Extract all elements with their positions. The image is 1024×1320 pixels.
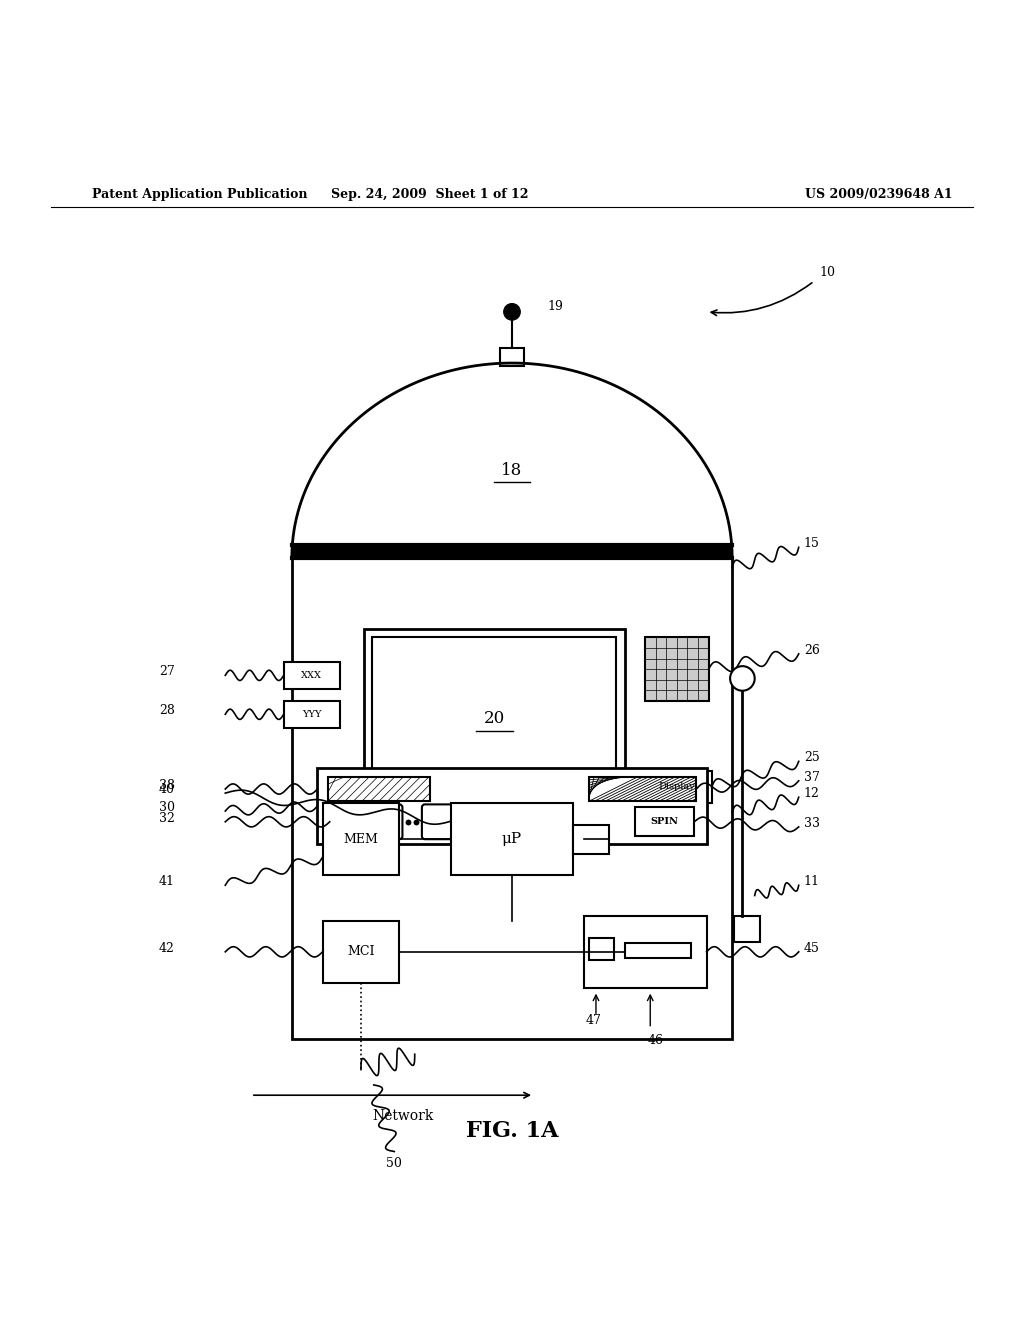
Text: 32: 32 <box>159 812 175 825</box>
FancyBboxPatch shape <box>327 804 361 840</box>
Text: 26: 26 <box>804 644 820 657</box>
Text: 27: 27 <box>159 665 174 678</box>
Text: 46: 46 <box>647 1034 664 1047</box>
Text: 42: 42 <box>159 942 175 954</box>
Bar <box>284 701 340 727</box>
Text: 37: 37 <box>804 771 820 784</box>
Text: 28: 28 <box>159 705 175 717</box>
Text: Network: Network <box>372 1109 433 1123</box>
Text: 45: 45 <box>804 942 820 954</box>
Text: SPIN: SPIN <box>650 817 679 826</box>
Text: 50: 50 <box>386 1156 402 1170</box>
Text: MCI: MCI <box>347 945 375 958</box>
Text: 15: 15 <box>804 537 820 550</box>
Text: Patent Application Publication: Patent Application Publication <box>92 187 307 201</box>
FancyBboxPatch shape <box>463 804 498 840</box>
Bar <box>734 916 760 941</box>
Text: 30: 30 <box>159 801 175 814</box>
Text: 41: 41 <box>159 875 175 888</box>
Text: FIG. 1A: FIG. 1A <box>466 1121 558 1142</box>
Bar <box>323 804 399 875</box>
Text: 33: 33 <box>804 817 820 830</box>
Bar <box>372 638 616 800</box>
Bar <box>292 545 732 557</box>
Bar <box>364 630 625 808</box>
Bar <box>323 921 399 982</box>
Text: 11: 11 <box>804 875 820 888</box>
Text: 18: 18 <box>502 462 522 479</box>
Bar <box>645 638 709 701</box>
Text: 25: 25 <box>804 751 819 764</box>
Circle shape <box>730 667 755 690</box>
Bar <box>642 771 712 804</box>
Text: 10: 10 <box>819 267 836 279</box>
Text: 20: 20 <box>483 710 505 727</box>
Bar <box>589 776 696 801</box>
Text: 19: 19 <box>548 300 564 313</box>
FancyBboxPatch shape <box>422 804 457 840</box>
Bar <box>451 804 573 875</box>
Text: μP: μP <box>502 832 522 846</box>
Text: 38: 38 <box>159 779 175 792</box>
Bar <box>584 916 707 987</box>
Bar <box>328 776 430 801</box>
Bar <box>589 937 614 960</box>
Text: 12: 12 <box>804 787 820 800</box>
Text: XXX: XXX <box>301 671 323 680</box>
Bar <box>500 347 524 366</box>
Bar <box>635 808 694 836</box>
Text: US 2009/0239648 A1: US 2009/0239648 A1 <box>805 187 952 201</box>
Bar <box>317 767 707 845</box>
FancyBboxPatch shape <box>368 804 402 840</box>
Text: YYY: YYY <box>302 710 322 719</box>
Text: MEM: MEM <box>343 833 379 846</box>
Bar <box>573 825 609 854</box>
Bar <box>284 663 340 689</box>
FancyBboxPatch shape <box>292 557 732 1039</box>
Text: 40: 40 <box>159 783 175 796</box>
Circle shape <box>504 304 520 319</box>
Bar <box>625 942 691 958</box>
Text: Sep. 24, 2009  Sheet 1 of 12: Sep. 24, 2009 Sheet 1 of 12 <box>332 187 528 201</box>
Text: 47: 47 <box>586 1014 602 1027</box>
Text: Display: Display <box>658 783 695 792</box>
